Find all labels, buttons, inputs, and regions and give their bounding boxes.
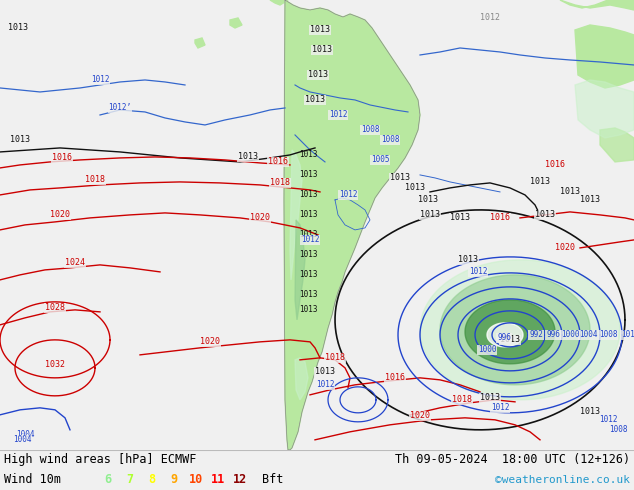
- Text: 996: 996: [546, 330, 560, 340]
- Polygon shape: [420, 260, 620, 400]
- Text: 1013: 1013: [312, 46, 332, 54]
- Polygon shape: [600, 128, 634, 162]
- Polygon shape: [295, 358, 308, 400]
- Text: 1016: 1016: [385, 373, 405, 382]
- Text: 1013: 1013: [535, 210, 555, 220]
- Text: 11: 11: [211, 473, 225, 487]
- Polygon shape: [560, 0, 634, 10]
- Text: ©weatheronline.co.uk: ©weatheronline.co.uk: [495, 475, 630, 485]
- Text: 1020: 1020: [410, 411, 430, 420]
- Text: 1004: 1004: [579, 330, 597, 340]
- Text: 1012: 1012: [301, 235, 320, 245]
- Text: 6: 6: [105, 473, 112, 487]
- Text: 1013: 1013: [405, 183, 425, 193]
- Text: 1013: 1013: [299, 250, 317, 259]
- Text: 1013: 1013: [299, 305, 317, 315]
- Text: 1013: 1013: [530, 177, 550, 186]
- Text: 1020: 1020: [200, 337, 220, 346]
- Text: 1020: 1020: [50, 210, 70, 220]
- Text: 1013: 1013: [500, 335, 520, 344]
- Text: 1013: 1013: [299, 230, 317, 240]
- Text: 1018: 1018: [270, 178, 290, 188]
- Text: 1012: 1012: [91, 75, 109, 84]
- Text: 1020: 1020: [555, 244, 575, 252]
- Text: 1013: 1013: [418, 196, 438, 204]
- Text: 7: 7: [126, 473, 134, 487]
- Text: 1018: 1018: [452, 395, 472, 404]
- Text: 1016: 1016: [545, 160, 565, 170]
- Text: 1013: 1013: [310, 25, 330, 34]
- Text: 1012: 1012: [480, 14, 500, 23]
- Text: Th 09-05-2024  18:00 UTC (12+126): Th 09-05-2024 18:00 UTC (12+126): [395, 453, 630, 466]
- Text: 996: 996: [497, 333, 511, 343]
- Text: 1018: 1018: [325, 353, 345, 363]
- Polygon shape: [290, 150, 302, 280]
- Text: 1032: 1032: [45, 360, 65, 369]
- Text: 1013: 1013: [420, 210, 440, 220]
- Polygon shape: [440, 275, 590, 385]
- Text: 1005: 1005: [371, 155, 389, 165]
- Text: 1008: 1008: [609, 425, 627, 434]
- Text: 1012: 1012: [329, 110, 347, 120]
- Text: 1013: 1013: [10, 135, 30, 145]
- Text: 1012: 1012: [621, 330, 634, 340]
- Text: 1013: 1013: [390, 173, 410, 182]
- Text: 12: 12: [233, 473, 247, 487]
- Text: 1012: 1012: [339, 191, 357, 199]
- Text: 1013: 1013: [8, 24, 28, 32]
- Text: 1013: 1013: [450, 214, 470, 222]
- Polygon shape: [465, 300, 555, 364]
- Text: 1013: 1013: [560, 187, 580, 196]
- Text: 1013: 1013: [299, 191, 317, 199]
- Text: 1012: 1012: [316, 380, 334, 390]
- Text: 1012: 1012: [491, 403, 509, 413]
- Text: 1013: 1013: [315, 368, 335, 376]
- Text: 9: 9: [171, 473, 178, 487]
- Text: 1018: 1018: [85, 175, 105, 184]
- Text: 1020: 1020: [250, 214, 270, 222]
- Text: 1013: 1013: [305, 96, 325, 104]
- Text: 1008: 1008: [361, 125, 379, 134]
- Polygon shape: [284, 0, 420, 450]
- Text: 1013: 1013: [580, 196, 600, 204]
- Text: 10: 10: [189, 473, 203, 487]
- Text: 1024: 1024: [65, 258, 85, 268]
- Text: 1008: 1008: [598, 330, 618, 340]
- Polygon shape: [487, 323, 523, 347]
- Text: 1013: 1013: [299, 210, 317, 220]
- Text: 1013: 1013: [458, 255, 478, 265]
- Text: 1012: 1012: [598, 416, 618, 424]
- Text: 1013: 1013: [580, 407, 600, 416]
- Text: 1016: 1016: [52, 153, 72, 163]
- Text: 8: 8: [148, 473, 155, 487]
- Text: 1013: 1013: [299, 291, 317, 299]
- Text: 1013: 1013: [299, 270, 317, 279]
- Polygon shape: [575, 80, 634, 138]
- Text: 1013: 1013: [299, 150, 317, 159]
- Text: 1028: 1028: [45, 303, 65, 313]
- Text: Wind 10m: Wind 10m: [4, 473, 61, 487]
- Polygon shape: [575, 25, 634, 88]
- Text: 1000: 1000: [560, 330, 579, 340]
- Text: 1016: 1016: [268, 157, 288, 167]
- Text: 1004: 1004: [13, 435, 31, 444]
- Text: 1013: 1013: [480, 393, 500, 402]
- Polygon shape: [270, 0, 288, 5]
- Polygon shape: [295, 220, 305, 320]
- Text: 1012: 1012: [469, 268, 488, 276]
- Text: High wind areas [hPa] ECMWF: High wind areas [hPa] ECMWF: [4, 453, 197, 466]
- Text: 1016: 1016: [490, 214, 510, 222]
- Text: 1013: 1013: [299, 171, 317, 179]
- Polygon shape: [195, 38, 205, 48]
- Text: 1000: 1000: [478, 345, 496, 354]
- Text: 992: 992: [529, 330, 543, 340]
- Text: 1013: 1013: [308, 71, 328, 79]
- Polygon shape: [230, 18, 242, 28]
- Text: 1008: 1008: [381, 135, 399, 145]
- Text: Bft: Bft: [262, 473, 283, 487]
- Text: 1012’: 1012’: [108, 103, 132, 113]
- Text: 1013: 1013: [238, 152, 258, 161]
- Text: 1004: 1004: [16, 430, 34, 440]
